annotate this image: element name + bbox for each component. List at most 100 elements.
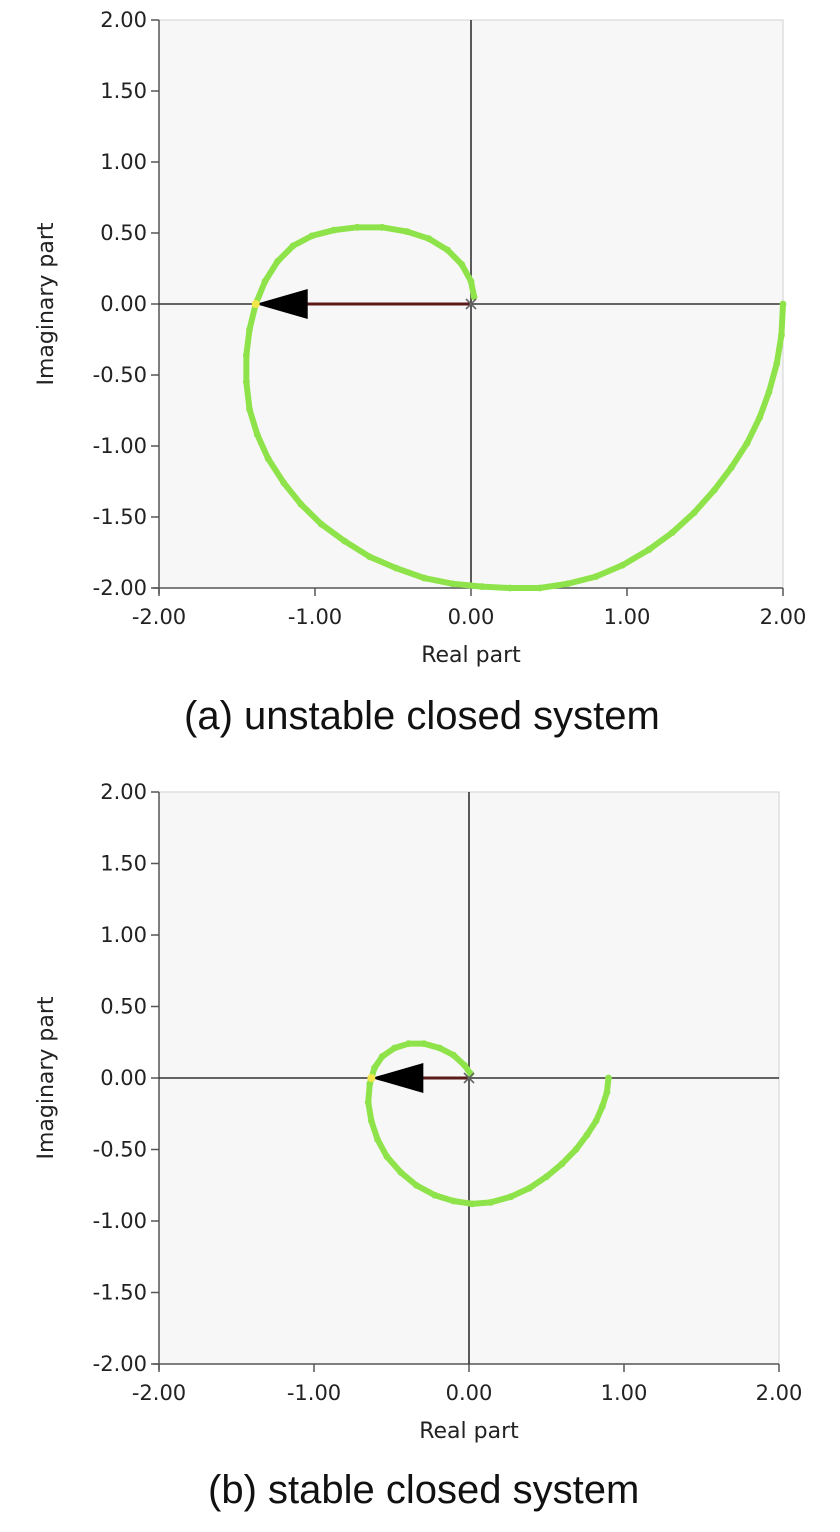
- curve-point: [536, 584, 544, 592]
- x-tick-label: 0.00: [448, 605, 495, 629]
- curve-point: [526, 1184, 533, 1192]
- curve-point: [478, 583, 486, 590]
- curve-point: [470, 293, 478, 301]
- plot-b: 2.00 1.50 1.00 0.50 0.00 -0.50 -1.00 -1.50 -2.00…: [34, 780, 802, 1444]
- x-tick-label: -1.00: [288, 605, 342, 629]
- curve-point: [618, 561, 626, 569]
- curve-point: [420, 574, 428, 582]
- curve-point: [374, 1136, 381, 1143]
- origin-marker: [463, 1072, 475, 1084]
- y-tick-label: -2.00: [93, 576, 147, 600]
- curve-point: [297, 500, 305, 508]
- curve-point: [246, 405, 253, 413]
- curve-point: [487, 1199, 495, 1206]
- curve-point: [583, 1131, 591, 1139]
- curve-point: [558, 1160, 566, 1168]
- curve-point: [605, 1074, 612, 1082]
- curve-point: [378, 1053, 386, 1060]
- plot-a: 2.00 1.50 1.00 0.50 0.00 -0.50 -1.00 -1.50 -2.00…: [34, 8, 807, 668]
- curve-point: [436, 1044, 443, 1052]
- x-axis-title: Real part: [419, 1419, 519, 1444]
- curve-point: [391, 1044, 398, 1052]
- curve-point: [645, 546, 653, 554]
- curve-point: [450, 1051, 457, 1059]
- arrowhead: [255, 289, 308, 319]
- curve-point: [572, 1146, 580, 1153]
- curve-point: [397, 1168, 405, 1176]
- y-axis-title: Imaginary part: [34, 222, 59, 385]
- curve-point: [756, 414, 763, 421]
- figure-a: 2.00 1.50 1.00 0.50 0.00 -0.50 -1.00 -1.50 -2.00…: [0, 0, 840, 760]
- y-tick-label: 0.50: [100, 995, 147, 1019]
- curve-point: [778, 331, 785, 339]
- curve-point: [743, 439, 751, 447]
- curve-point: [261, 277, 269, 285]
- curve-point: [366, 553, 373, 561]
- y-tick-label: -1.50: [93, 505, 147, 529]
- y-tick-label: -0.50: [93, 1138, 147, 1162]
- curve-point: [246, 326, 253, 333]
- curve-point: [668, 529, 676, 537]
- curve-point: [367, 1117, 375, 1125]
- y-tick-label: -1.00: [93, 434, 147, 458]
- y-tick-label: -2.00: [93, 1352, 147, 1376]
- curve-point: [253, 431, 261, 439]
- curve-point: [458, 260, 466, 268]
- curve-point: [543, 1173, 550, 1181]
- arrow-tip-marker: [367, 1074, 376, 1082]
- curve-point: [468, 1200, 476, 1208]
- curve-point: [317, 520, 325, 528]
- curve-point: [779, 300, 787, 308]
- caption-a: (a) unstable closed system: [184, 694, 660, 738]
- curve-point: [564, 580, 572, 588]
- curve-point: [378, 223, 386, 231]
- y-tick-label: 1.50: [100, 852, 147, 876]
- curve-point: [603, 1088, 611, 1096]
- x-tick-label: -2.00: [132, 605, 186, 629]
- curve-point: [690, 509, 698, 517]
- curve-point: [710, 486, 718, 494]
- y-tick-label: 1.00: [100, 923, 147, 947]
- curve-point: [341, 537, 349, 545]
- curve-point: [425, 235, 433, 243]
- curve-point: [405, 1040, 412, 1048]
- curve-point: [308, 232, 316, 240]
- curve-point: [450, 1197, 457, 1205]
- origin-marker: [465, 298, 477, 310]
- caption-b: (b) stable closed system: [208, 1468, 640, 1512]
- curve-point: [280, 479, 288, 487]
- y-axis-title: Imaginary part: [34, 996, 59, 1159]
- curve-point: [264, 455, 272, 463]
- curve-point: [353, 223, 361, 231]
- curve-point: [444, 246, 451, 254]
- curve-point: [371, 1064, 378, 1072]
- curve-point: [592, 573, 600, 581]
- curve-point: [420, 1040, 428, 1048]
- curve-point: [392, 564, 400, 572]
- y-tick-label: 1.50: [100, 79, 147, 103]
- curve-point: [507, 1193, 515, 1201]
- curve-point: [366, 1080, 374, 1088]
- x-tick-label: 1.00: [601, 1381, 648, 1405]
- x-tick-label: -2.00: [132, 1381, 186, 1405]
- curve-point: [289, 242, 297, 250]
- y-tick-label: -1.50: [93, 1281, 147, 1305]
- x-axis-title: Real part: [421, 643, 521, 668]
- x-tick-label: -1.00: [287, 1381, 341, 1405]
- curve-point: [242, 351, 250, 359]
- curve-point: [383, 1153, 391, 1161]
- curve-point: [773, 360, 781, 368]
- curve-point: [460, 1061, 468, 1069]
- curve-point: [364, 1098, 372, 1106]
- y-tick-label: 2.00: [100, 780, 147, 804]
- curve-point: [467, 277, 475, 285]
- y-tick-label: 0.00: [100, 1066, 147, 1090]
- arrow-tip-marker: [251, 300, 260, 308]
- y-tick-label: 2.00: [100, 8, 147, 32]
- y-tick-label: 0.00: [100, 292, 147, 316]
- curve-point: [274, 258, 281, 265]
- curve-point: [598, 1103, 606, 1110]
- curve-point: [765, 388, 773, 396]
- x-tick-label: 2.00: [760, 605, 807, 629]
- arrowhead: [371, 1063, 424, 1093]
